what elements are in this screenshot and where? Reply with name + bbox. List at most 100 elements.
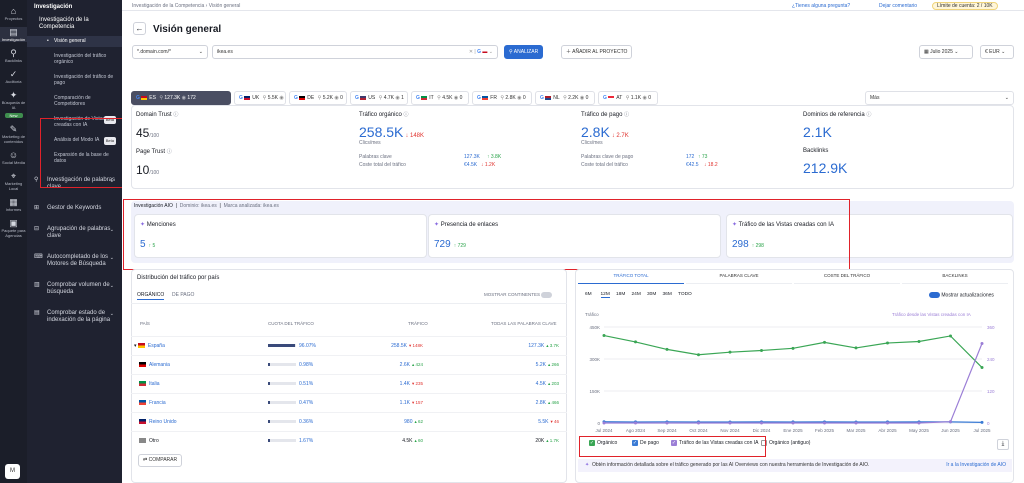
data-point[interactable] [634,421,637,425]
legend-item-2[interactable]: ✓ De pago [632,440,659,446]
rail-item-8[interactable]: ⌖ Marketing Local [0,171,27,191]
chart-tab-3[interactable]: COSTE DEL TRÁFICO [794,273,900,284]
aio-footer-link[interactable]: Ir a la Investigación de AIO [946,462,1006,468]
data-point[interactable] [728,421,732,425]
data-point[interactable] [980,420,984,424]
data-point[interactable] [823,340,826,344]
sidebar-item-5[interactable]: Investigación de Vistas creadas con IA Be… [54,116,116,128]
domain-input[interactable]: ikea.es ✕ | G ▬ ⌄ [212,45,498,59]
data-point[interactable] [697,421,700,425]
data-point[interactable] [949,334,952,338]
feedback-link[interactable]: Dejar comentario [879,3,918,9]
country-name[interactable]: Francia [149,400,166,406]
organic-traffic-value[interactable]: 258.5K [359,124,404,140]
rail-item-1[interactable]: ⌂ Proyectos [0,6,27,21]
sidebar-section-competitive-research[interactable]: Investigación de la Competencia [39,17,89,30]
scope-select[interactable]: *.domain.com/* ⌄ [132,45,208,59]
table-row[interactable]: Italia 0.51% 1.4K ▾ 235 4.5K ▴ 203 [131,374,567,393]
sidebar-group-2[interactable]: ⊞ Gestor de Keywords [34,205,102,211]
table-row[interactable]: Francia 0.47% 1.1K ▾ 157 2.8K ▴ 466 [131,393,567,412]
aio-card-1[interactable]: ✦ Menciones 5 ↑ 5 [134,214,427,258]
table-row[interactable]: ▾ España 96.07% 258.5K ▾ 148K 127.3K ▴ 3.7K [131,336,567,355]
analyze-button[interactable]: ⚲ ANALIZAR [504,45,544,59]
legend-item-3[interactable]: ✓ Tráfico de las Vistas creadas con IA [671,440,759,446]
breadcrumb[interactable]: Investigación de la Competencia › Visión… [132,3,241,9]
expand-icon[interactable]: ▾ [134,343,138,349]
table-row[interactable]: Alemania 0.98% 2.6K ▴ 424 5.2K ▴ 266 [131,355,567,374]
country-name[interactable]: Reino Unido [149,419,177,425]
range-6m[interactable]: 6M [585,292,592,297]
chart-tab-2[interactable]: PALABRAS CLAVE [686,273,792,284]
data-point[interactable] [886,341,889,345]
backlinks-value[interactable]: 212.9K [803,160,848,176]
table-row[interactable]: Reino Unido 0.36% 980 ▴ 62 5.5K ▾ 46 [131,412,567,431]
compare-button[interactable]: ⇄ COMPARAR [138,454,183,467]
sidebar-group-3[interactable]: ⊟ Agrupación de palabras clave ⌄ [34,226,114,239]
data-point[interactable] [854,421,858,425]
rail-item-10[interactable]: ▣ Paquete para Agencias [0,218,27,238]
data-point[interactable] [665,421,669,425]
data-point[interactable] [980,342,984,346]
more-databases-button[interactable]: Más ⌄ [865,91,1014,105]
country-name[interactable]: Italia [149,381,160,387]
sidebar-item-6[interactable]: Análisis del Modo IA Beta [54,137,116,145]
show-continents-toggle[interactable]: MOSTRAR CONTINENTES [484,292,553,298]
range-30m[interactable]: 30M [647,292,657,297]
currency-select[interactable]: € EUR ⌄ [980,45,1014,59]
rail-item-9[interactable]: ▦ Informes [0,197,27,212]
table-row[interactable]: Otro 1.67% 4.5K ▴ 60 20K ▴ 1.7K [131,431,567,450]
back-button[interactable]: ← [133,22,146,35]
data-point[interactable] [602,334,606,338]
data-point[interactable] [602,421,606,425]
paid-traffic-value[interactable]: 2.8K [581,124,610,140]
data-point[interactable] [634,340,637,344]
help-link[interactable]: ¿Tienes alguna pregunta? [792,3,851,9]
sidebar-item-3[interactable]: Investigación del tráfico de pago [54,74,114,86]
sidebar-item-1[interactable]: Visión general [27,36,122,47]
chart-tab-4[interactable]: BACKLINKS [902,273,1008,284]
referring-domains-value[interactable]: 2.1K [803,124,832,140]
data-point[interactable] [917,421,921,425]
sidebar-group-4[interactable]: ⌨ Autocompletado de los Motores de Búsque… [34,254,114,267]
sidebar-item-2[interactable]: Investigación del tráfico orgánico [54,53,107,65]
data-point[interactable] [760,421,763,425]
data-point[interactable] [823,421,826,425]
avatar[interactable]: M [5,464,20,479]
legend-item-4[interactable]: Orgánico (antiguo) [761,440,810,446]
rail-item-5[interactable]: ✦ Búsqueda de IA New [0,90,27,118]
range-18m[interactable]: 18M [616,292,626,297]
country-name[interactable]: España [147,343,165,349]
data-point[interactable] [886,421,889,425]
aio-card-3[interactable]: ✦ Tráfico de las Vistas creadas con IA 29… [726,214,1013,258]
range-todo[interactable]: TODO [678,292,692,297]
database-tab-at[interactable]: G AT ⚲ 1.1K ◉ 0 [598,91,658,105]
data-point[interactable] [760,348,763,352]
legend-item-1[interactable]: ✓ Orgánico [589,440,618,446]
data-point[interactable] [854,346,858,350]
data-point[interactable] [917,340,921,344]
range-12m[interactable]: 12M [600,292,610,298]
database-tab-de[interactable]: G DE ⚲ 5.2K ◉ 0 [289,91,347,105]
sidebar-group-5[interactable]: ▥ Comprobar volumen de búsqueda ⌄ [34,282,114,295]
data-point[interactable] [697,353,700,357]
add-to-project-button[interactable]: ＋ AÑADIR AL PROYECTO [561,45,633,59]
data-point[interactable] [791,421,795,425]
download-icon[interactable]: ⤓ [997,439,1009,450]
data-point[interactable] [980,366,984,370]
country-name[interactable]: Alemania [149,362,170,368]
sidebar-item-7[interactable]: Expansión de la base de datos [54,152,109,164]
show-updates-toggle[interactable]: Mostrar actualizaciones [929,292,994,298]
database-tab-it[interactable]: G IT ⚲ 4.5K ◉ 0 [411,91,469,105]
date-picker[interactable]: ▦ Julio 2025 ⌄ [919,45,973,59]
sidebar-item-4[interactable]: Comparación de Competidores [54,95,91,107]
data-point[interactable] [728,350,732,354]
rail-item-2[interactable]: ▤ Investigación [0,27,27,42]
range-36m[interactable]: 36M [662,292,672,297]
sidebar-group-6[interactable]: ▤ Comprobar estado de indexación de la pá… [34,310,114,323]
rail-item-3[interactable]: ⚲ Backlinks [0,48,27,63]
rail-item-7[interactable]: ☺ Social Media [0,150,27,165]
account-limit-badge[interactable]: Límite de cuenta: 2 / 10K [932,2,998,10]
data-point[interactable] [949,420,952,424]
database-tab-uk[interactable]: G UK ⚲ 5.5K ◉ 0 [234,91,286,113]
database-tab-fr[interactable]: G FR ⚲ 2.8K ◉ 0 [472,91,532,105]
